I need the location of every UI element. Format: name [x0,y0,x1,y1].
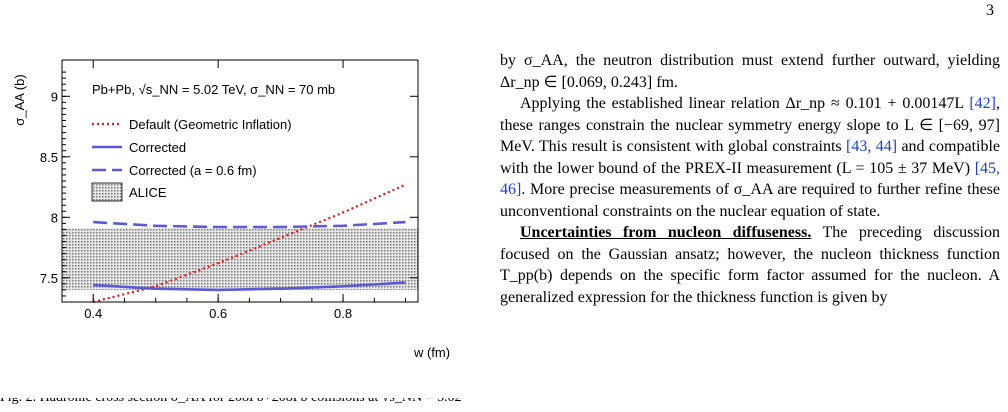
legend-label-alice: ALICE [129,185,167,200]
text-column: by σ_AA, the neutron distribution must e… [500,50,1000,308]
paragraph-2-part-4: . More precise measurements of σ_AA are … [500,181,1000,220]
y-tick-label: 8 [51,210,58,225]
citation-45[interactable]: [45, [974,159,1001,177]
series-line-3 [93,220,406,229]
series-line-2 [93,281,406,292]
y-tick-label: 8.5 [40,150,58,165]
legend-label-3: Corrected (a = 0.6 fm) [129,163,257,178]
y-tick-label: 9 [51,89,58,104]
paragraph-2-part-2: , these ranges constrain the nuclear sym… [500,95,1000,155]
y-axis-label: σ_AA (b) [12,74,27,125]
x-tick-label: 0.6 [209,306,227,321]
cross-section-chart: 0.4 0.6 0.8 7.5 8 8.5 9 Default (Geometric Infl… [12,59,450,360]
page-number: 3 [986,2,994,19]
legend-label-2: Corrected [129,140,186,155]
paragraph-1: by σ_AA, the neutron distribution must e… [500,52,1000,91]
x-axis-label: w (fm) [413,345,450,360]
citation-46[interactable]: 46] [500,181,522,198]
figure: 0.4 0.6 0.8 7.5 8 8.5 9 Default (Geometric Infl… [0,40,470,370]
section-heading: Uncertainties from nucleon diffuseness. [520,224,812,241]
citation-42[interactable]: [42] [969,95,996,112]
paragraph-2: Applying the established linear relation… [500,93,1000,222]
y-tick-label: 7.5 [40,271,58,286]
figure-caption: Fig. 2. Hadronic cross section σ_AA for … [0,398,465,412]
x-tick-label: 0.8 [334,306,352,321]
paragraph-3: Uncertainties from nucleon diffuseness. … [500,222,1000,308]
paragraph-3-body: The preceding discussion focused on the … [500,224,1000,306]
paragraph-2-part-1: Applying the established linear relation… [520,95,964,112]
alice-band [62,228,418,290]
citation-43-44[interactable]: [43, 44] [846,138,898,155]
plot-annotation: Pb+Pb, √s_NN = 5.02 TeV, σ_NN = 70 mb [92,82,335,97]
paragraph-2-part-3: and compatible with the lower bound of t… [500,138,1001,177]
x-tick-label: 0.4 [84,306,102,321]
caption-text: Fig. 2. Hadronic cross section σ_AA for … [0,398,465,406]
legend-label-1: Default (Geometric Inflation) [129,117,292,132]
legend-swatch-alice [91,182,123,202]
